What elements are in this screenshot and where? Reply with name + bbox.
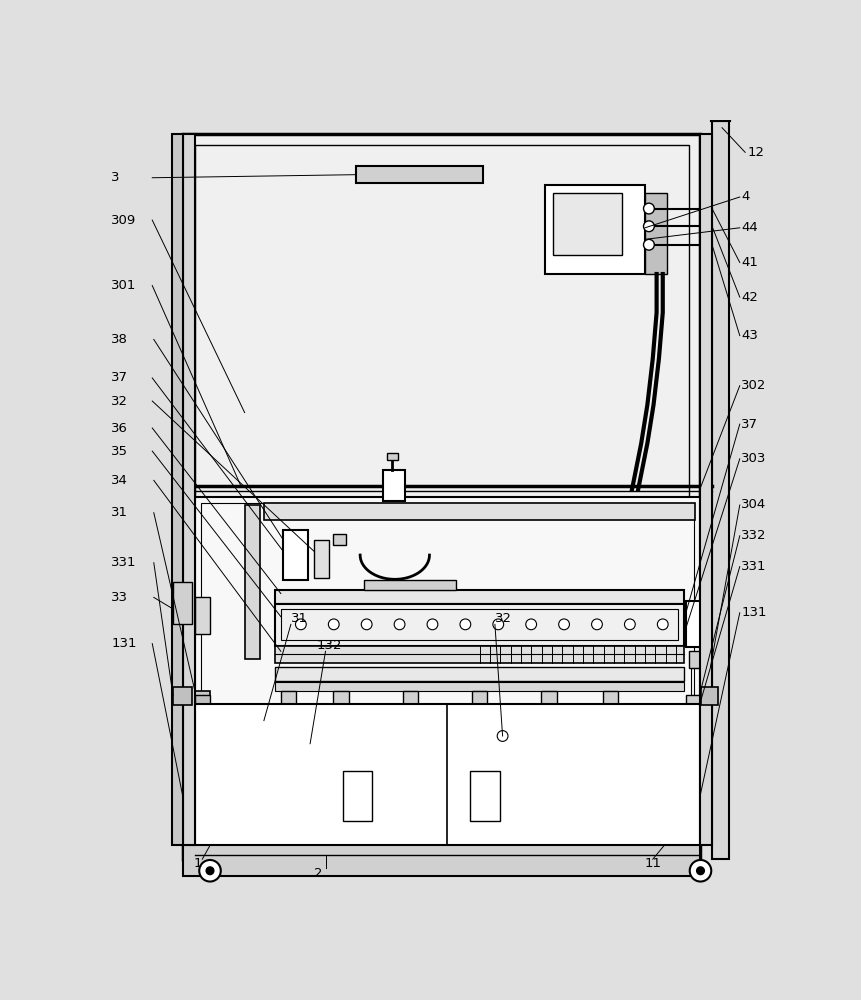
Bar <box>195 695 210 708</box>
Bar <box>470 771 499 821</box>
Bar <box>171 134 183 845</box>
Bar <box>685 695 709 709</box>
Text: 38: 38 <box>111 333 128 346</box>
Bar <box>276 590 683 604</box>
Text: 36: 36 <box>111 422 128 434</box>
Bar <box>173 582 191 624</box>
Circle shape <box>361 619 372 630</box>
Text: 31: 31 <box>111 506 128 519</box>
Bar <box>691 668 706 695</box>
Text: 331: 331 <box>111 556 137 569</box>
Circle shape <box>657 619 667 630</box>
Bar <box>195 597 210 634</box>
Circle shape <box>426 619 437 630</box>
Circle shape <box>206 867 214 875</box>
Bar <box>333 534 345 545</box>
Circle shape <box>199 860 220 882</box>
Bar <box>201 503 693 761</box>
Text: 4: 4 <box>740 190 749 204</box>
Text: 43: 43 <box>740 329 758 342</box>
Text: 35: 35 <box>111 445 128 458</box>
Bar <box>552 193 622 255</box>
Bar <box>688 651 708 668</box>
Bar <box>363 580 455 590</box>
Bar <box>195 497 700 767</box>
Bar <box>699 134 711 845</box>
Circle shape <box>623 619 635 630</box>
Circle shape <box>393 619 405 630</box>
Text: 132: 132 <box>316 639 341 652</box>
Text: 12: 12 <box>746 146 764 159</box>
Text: 3: 3 <box>111 171 120 184</box>
Text: 331: 331 <box>740 560 766 573</box>
Text: 309: 309 <box>111 214 137 227</box>
Bar <box>383 470 405 501</box>
Text: 37: 37 <box>111 371 128 384</box>
Circle shape <box>460 619 470 630</box>
Bar <box>276 604 683 646</box>
Bar <box>276 646 683 663</box>
Text: 11: 11 <box>644 857 661 870</box>
Bar <box>471 691 486 704</box>
Bar <box>602 691 617 704</box>
Text: 31: 31 <box>290 612 307 625</box>
Bar <box>685 601 709 647</box>
Circle shape <box>497 731 507 741</box>
Text: 32: 32 <box>494 612 511 625</box>
Bar <box>183 845 700 876</box>
Bar <box>711 120 728 859</box>
Circle shape <box>591 619 602 630</box>
Text: 44: 44 <box>740 221 757 234</box>
Circle shape <box>295 619 306 630</box>
Bar <box>276 667 683 681</box>
Circle shape <box>525 619 536 630</box>
Text: 302: 302 <box>740 379 765 392</box>
Bar <box>701 687 717 705</box>
Bar <box>281 691 296 704</box>
Circle shape <box>643 239 653 250</box>
Text: 304: 304 <box>740 498 765 512</box>
Bar <box>402 691 418 704</box>
Bar <box>276 682 683 691</box>
Text: 33: 33 <box>111 591 128 604</box>
Bar <box>541 691 556 704</box>
Bar <box>183 134 700 859</box>
Text: 131: 131 <box>111 637 137 650</box>
Bar <box>313 540 329 578</box>
Bar <box>263 503 694 520</box>
Text: 131: 131 <box>740 606 766 619</box>
Text: 41: 41 <box>740 256 758 269</box>
Bar <box>245 505 260 659</box>
Bar <box>356 166 483 183</box>
Bar <box>282 530 307 580</box>
Text: 42: 42 <box>740 291 758 304</box>
Text: 34: 34 <box>111 474 128 487</box>
Text: 332: 332 <box>740 529 766 542</box>
Text: 2: 2 <box>313 867 322 880</box>
Text: 303: 303 <box>740 452 765 465</box>
Bar <box>195 704 700 846</box>
Bar <box>343 771 372 821</box>
Bar <box>183 134 195 845</box>
Text: 37: 37 <box>740 418 758 431</box>
Bar <box>195 145 688 848</box>
Circle shape <box>689 860 710 882</box>
Bar <box>281 609 678 640</box>
Text: 32: 32 <box>111 395 128 408</box>
Bar <box>544 185 644 274</box>
Bar <box>644 193 666 274</box>
Circle shape <box>696 867 703 875</box>
Bar <box>173 687 191 705</box>
Circle shape <box>328 619 338 630</box>
Text: 301: 301 <box>111 279 137 292</box>
Bar <box>333 691 348 704</box>
Bar <box>387 453 398 460</box>
Circle shape <box>643 203 653 214</box>
Circle shape <box>492 619 503 630</box>
Circle shape <box>643 221 653 232</box>
Text: 1: 1 <box>193 857 201 870</box>
Circle shape <box>558 619 569 630</box>
Bar <box>187 691 210 707</box>
